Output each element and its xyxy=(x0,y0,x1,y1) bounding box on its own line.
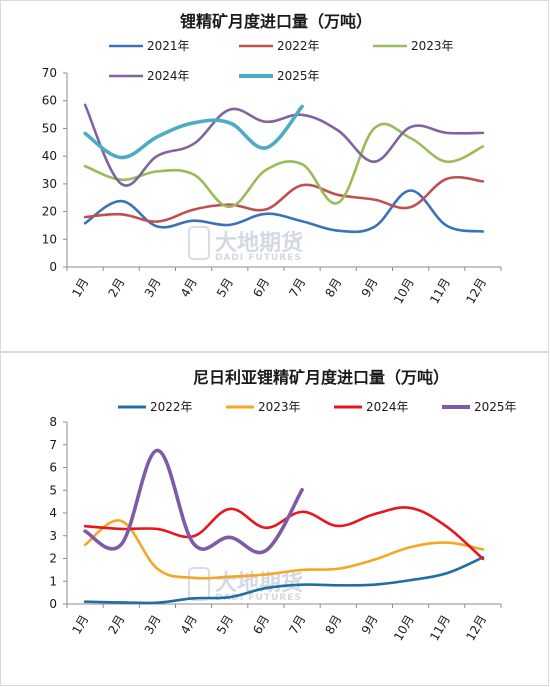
chart-panel-lithium-imports: 锂精矿月度进口量（万吨） 2021年 2022年 2023年 2024年 2025年 大… xyxy=(0,0,549,352)
legend-item: 2022年 xyxy=(239,39,320,53)
series-line-2022年 xyxy=(83,556,485,605)
axes: 0 10 20 30 40 50 60 70 1月 2月 3月 4月 5月 6月 7月 8月 9月 10月 11月 1… xyxy=(42,66,502,307)
legend-label: 2024年 xyxy=(366,400,409,414)
x-tick-label: 7月 xyxy=(286,613,308,637)
series-line-2025年 xyxy=(83,448,304,555)
series-lines xyxy=(83,103,485,234)
chart-title: 尼日利亚锂精矿月度进口量（万吨） xyxy=(193,368,449,387)
x-tick-label: 3月 xyxy=(142,276,164,300)
watermark-en: DADI FUTURES xyxy=(215,253,302,263)
x-tick-label: 10月 xyxy=(391,276,417,307)
x-tick-label: 2月 xyxy=(106,613,128,637)
legend: 2022年 2023年 2024年 2025年 xyxy=(118,400,517,414)
x-tick-label: 6月 xyxy=(250,276,272,300)
x-tick-label: 9月 xyxy=(359,613,381,637)
watermark-logo-icon xyxy=(188,226,210,260)
x-tick-label: 11月 xyxy=(427,276,453,307)
y-tick-label: 50 xyxy=(42,121,57,135)
x-tick-label: 8月 xyxy=(323,613,345,637)
legend-item: 2021年 xyxy=(109,39,190,53)
legend-label: 2023年 xyxy=(258,400,301,414)
y-tick-label: 5 xyxy=(49,483,57,497)
y-tick-label: 2 xyxy=(49,552,57,566)
y-tick-label: 40 xyxy=(42,149,57,163)
lithium-imports-chart: 锂精矿月度进口量（万吨） 2021年 2022年 2023年 2024年 2025年 大… xyxy=(42,12,502,307)
legend-item: 2025年 xyxy=(239,69,320,83)
legend-label: 2025年 xyxy=(277,69,320,83)
legend-item: 2023年 xyxy=(226,400,301,414)
x-tick-label: 12月 xyxy=(463,276,489,307)
legend-label: 2022年 xyxy=(150,400,193,414)
x-tick-label: 8月 xyxy=(323,276,345,300)
x-tick-label: 4月 xyxy=(178,276,200,300)
series-line-2025年 xyxy=(83,104,304,160)
chart-panel-nigeria-imports: 尼日利亚锂精矿月度进口量（万吨） 2022年 2023年 2024年 2025年 大地… xyxy=(0,352,549,686)
y-tick-label: 4 xyxy=(49,506,57,520)
x-tick-label: 12月 xyxy=(463,613,489,644)
chart-title: 锂精矿月度进口量（万吨） xyxy=(180,12,372,31)
y-tick-label: 0 xyxy=(49,597,57,611)
watermark-logo-icon xyxy=(188,567,210,601)
x-tick-label: 9月 xyxy=(359,276,381,300)
legend-label: 2025年 xyxy=(474,400,517,414)
y-tick-label: 30 xyxy=(42,177,57,191)
x-tick-label: 2月 xyxy=(106,276,128,300)
x-tick-label: 4月 xyxy=(178,613,200,637)
series-line-2023年 xyxy=(83,122,485,209)
y-tick-label: 10 xyxy=(42,232,57,246)
x-tick-label: 6月 xyxy=(250,613,272,637)
watermark-cn: 大地期货 xyxy=(215,230,303,256)
y-tick-label: 70 xyxy=(42,66,57,80)
watermark-en: DADI FUTURES xyxy=(215,593,302,603)
series-line-2022年 xyxy=(83,175,485,223)
watermark: 大地期货 DADI FUTURES xyxy=(188,226,303,263)
watermark: 大地期货 DADI FUTURES xyxy=(188,567,303,603)
y-tick-label: 8 xyxy=(49,415,57,429)
y-tick-label: 7 xyxy=(49,438,57,452)
legend-item: 2024年 xyxy=(334,400,409,414)
y-tick-label: 6 xyxy=(49,461,57,475)
nigeria-imports-chart: 尼日利亚锂精矿月度进口量（万吨） 2022年 2023年 2024年 2025年 大地… xyxy=(49,368,517,644)
y-tick-label: 3 xyxy=(49,529,57,543)
x-tick-label: 5月 xyxy=(214,613,236,637)
legend-label: 2023年 xyxy=(411,39,454,53)
x-tick-label: 5月 xyxy=(214,276,236,300)
y-tick-label: 1 xyxy=(49,574,57,588)
series-line-2023年 xyxy=(83,519,485,580)
series-lines xyxy=(83,448,485,605)
series-line-2021年 xyxy=(83,189,485,234)
legend-item: 2025年 xyxy=(442,400,517,414)
series-line-2024年 xyxy=(83,506,485,561)
y-tick-label: 20 xyxy=(42,205,57,219)
x-tick-label: 1月 xyxy=(69,276,91,300)
legend: 2021年 2022年 2023年 2024年 2025年 xyxy=(109,39,454,83)
y-tick-label: 60 xyxy=(42,94,57,108)
legend-label: 2021年 xyxy=(147,39,190,53)
legend-item: 2023年 xyxy=(373,39,454,53)
x-tick-label: 7月 xyxy=(286,276,308,300)
legend-item: 2024年 xyxy=(109,69,190,83)
legend-label: 2024年 xyxy=(147,69,190,83)
legend-label: 2022年 xyxy=(277,39,320,53)
legend-item: 2022年 xyxy=(118,400,193,414)
x-tick-label: 3月 xyxy=(142,613,164,637)
x-tick-label: 10月 xyxy=(391,613,417,644)
x-tick-label: 11月 xyxy=(427,613,453,644)
x-tick-label: 1月 xyxy=(69,613,91,637)
series-line-2024年 xyxy=(83,103,485,187)
y-tick-label: 0 xyxy=(49,260,57,274)
